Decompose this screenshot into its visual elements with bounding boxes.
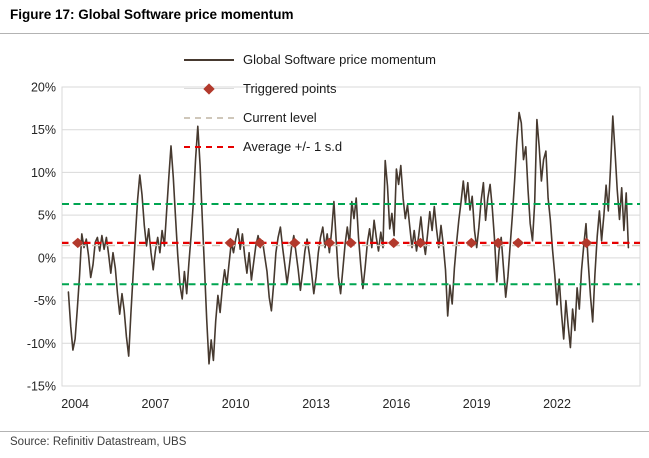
momentum-line <box>67 111 630 365</box>
line-swatch-mark <box>184 58 234 61</box>
y-axis-label: 15% <box>31 123 56 137</box>
triggered-point-marker <box>288 237 301 249</box>
triggered-point-marker <box>492 237 504 249</box>
legend-item-average-sd: Average +/- 1 s.d <box>184 132 436 161</box>
triggered-point-marker <box>414 237 427 249</box>
y-axis-label: 20% <box>31 81 56 95</box>
plot-frame <box>61 86 641 387</box>
figure-title: Figure 17: Global Software price momentu… <box>10 7 294 22</box>
triggered-points-diamond-icon <box>184 82 234 95</box>
dash-swatch-mark <box>184 145 234 148</box>
y-axis-label: 5% <box>38 209 56 223</box>
current-level-dash-swatch <box>184 112 234 124</box>
y-axis-label: 10% <box>31 166 56 180</box>
triggered-point-marker <box>512 237 524 249</box>
x-axis-label: 2019 <box>463 397 491 411</box>
triggered-point-marker <box>387 237 400 249</box>
x-axis-label: 2004 <box>61 397 89 411</box>
triggered-point-marker <box>345 237 357 249</box>
x-axis-label: 2007 <box>141 397 169 411</box>
triggered-point-marker <box>323 237 336 249</box>
legend-label: Current level <box>243 110 317 125</box>
legend-label: Triggered points <box>243 81 337 96</box>
momentum-line-swatch <box>184 54 234 66</box>
average-sd-dash-swatch <box>184 141 234 153</box>
legend-label: Average +/- 1 s.d <box>243 139 343 154</box>
triggered-point-marker <box>71 237 84 249</box>
x-axis-label: 2013 <box>302 397 330 411</box>
triggered-point-marker <box>465 237 478 249</box>
legend-item-momentum: Global Software price momentum <box>184 45 436 74</box>
y-axis-label: -15% <box>27 380 56 394</box>
triggered-point-marker <box>224 237 237 249</box>
y-axis-label: 0% <box>38 251 56 265</box>
triggered-point-marker <box>580 237 593 249</box>
dash-swatch-mark <box>184 116 234 119</box>
source-divider <box>0 431 649 432</box>
diamond-icon <box>203 82 215 95</box>
legend-item-triggered-points: Triggered points <box>184 74 436 103</box>
x-axis-label: 2010 <box>222 397 250 411</box>
source-text: Source: Refinitiv Datastream, UBS <box>10 436 187 448</box>
chart-legend: Global Software price momentum Triggered… <box>184 45 436 161</box>
y-axis-label: -10% <box>27 337 56 351</box>
triggered-point-marker <box>254 237 266 249</box>
y-axis-label: -5% <box>34 294 56 308</box>
legend-item-current-level: Current level <box>184 103 436 132</box>
x-axis-label: 2016 <box>382 397 410 411</box>
x-axis-label: 2022 <box>543 397 571 411</box>
legend-label: Global Software price momentum <box>243 52 436 67</box>
title-divider <box>0 33 649 34</box>
